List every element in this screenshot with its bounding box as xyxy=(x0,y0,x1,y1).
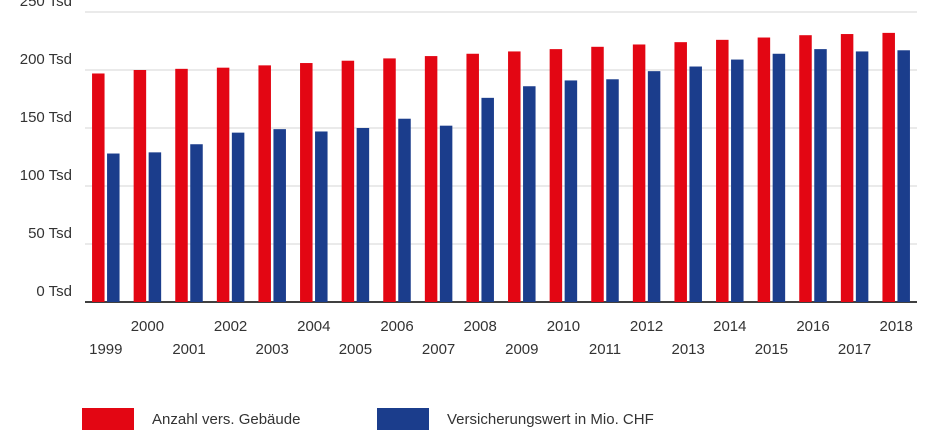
y-tick-label: 100 Tsd xyxy=(20,167,72,184)
x-tick-label: 2015 xyxy=(755,341,788,358)
bar xyxy=(647,71,661,302)
bar xyxy=(258,65,271,302)
bar xyxy=(398,118,411,302)
legend-label: Versicherungswert in Mio. CHF xyxy=(447,411,654,428)
bar xyxy=(92,73,105,302)
bar xyxy=(840,34,854,302)
bar xyxy=(757,37,771,303)
bar xyxy=(523,86,536,303)
bar xyxy=(190,144,203,302)
bar xyxy=(897,50,910,302)
x-tick-label: 2006 xyxy=(380,318,413,335)
bar xyxy=(300,63,313,302)
y-tick-label: 250 Tsd xyxy=(20,0,72,10)
bar xyxy=(231,132,245,302)
bar xyxy=(689,66,702,303)
bar xyxy=(632,44,646,302)
bar xyxy=(855,51,869,302)
x-tick-label: 2001 xyxy=(172,341,205,358)
x-tick-label: 2005 xyxy=(339,341,372,358)
x-tick-label: 2009 xyxy=(505,341,538,358)
bar xyxy=(175,68,188,302)
x-tick-label: 2011 xyxy=(589,341,621,358)
x-tick-label: 2004 xyxy=(297,318,330,335)
bar xyxy=(799,35,812,302)
bar xyxy=(716,39,729,303)
x-tick-label: 2012 xyxy=(630,318,663,335)
bar xyxy=(508,51,521,302)
bar xyxy=(107,153,120,302)
bar xyxy=(549,49,563,303)
legend-swatch xyxy=(377,408,429,430)
bar xyxy=(383,58,396,303)
bar xyxy=(481,97,494,302)
bar xyxy=(606,79,619,302)
x-tick-label: 1999 xyxy=(89,341,122,358)
y-tick-label: 200 Tsd xyxy=(20,51,72,68)
bar xyxy=(882,32,895,302)
bar xyxy=(424,56,438,302)
bar xyxy=(133,70,147,302)
bar xyxy=(356,128,370,302)
x-tick-label: 2018 xyxy=(880,318,913,335)
x-tick-label: 2008 xyxy=(464,318,497,335)
x-tick-label: 2014 xyxy=(713,318,746,335)
bar xyxy=(772,53,786,303)
bar xyxy=(148,152,162,302)
x-tick-label: 2000 xyxy=(131,318,164,335)
bar xyxy=(273,129,286,302)
x-tick-label: 2017 xyxy=(838,341,871,358)
bar xyxy=(564,80,578,302)
x-tick-label: 2007 xyxy=(422,341,455,358)
x-tick-label: 2003 xyxy=(256,341,289,358)
x-tick-label: 2016 xyxy=(796,318,829,335)
y-tick-label: 50 Tsd xyxy=(28,225,72,242)
x-tick-label: 2010 xyxy=(547,318,580,335)
x-tick-label: 2002 xyxy=(214,318,247,335)
bar xyxy=(814,49,827,303)
y-tick-label: 0 Tsd xyxy=(36,283,72,300)
x-tick-label: 2013 xyxy=(672,341,705,358)
legend-label: Anzahl vers. Gebäude xyxy=(152,411,300,428)
bar xyxy=(731,59,744,303)
bar xyxy=(216,67,230,303)
bar xyxy=(341,60,355,302)
bar xyxy=(466,53,479,303)
bar xyxy=(315,131,328,302)
bar xyxy=(591,46,604,302)
y-tick-label: 150 Tsd xyxy=(20,109,72,126)
bar xyxy=(439,125,453,303)
bar xyxy=(674,42,687,302)
legend-swatch xyxy=(82,408,134,430)
